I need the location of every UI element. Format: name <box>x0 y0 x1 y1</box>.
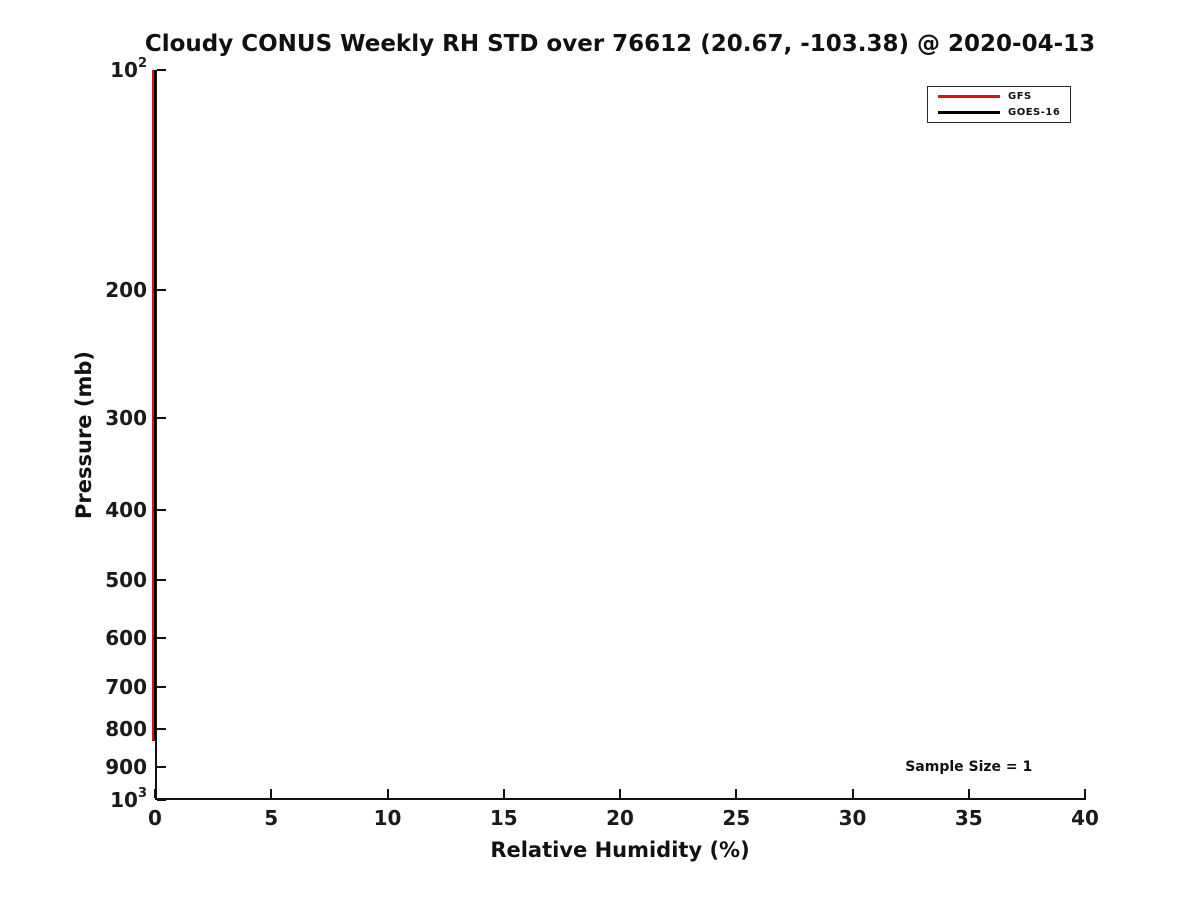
y-tick-mark <box>156 765 166 768</box>
x-tick-label: 25 <box>722 806 751 830</box>
y-tick-mark <box>156 637 166 640</box>
legend-item: GOES-16 <box>938 106 1070 119</box>
legend-item-label: GFS <box>1008 91 1032 102</box>
legend-item: GFS <box>938 90 1070 103</box>
x-axis-label: Relative Humidity (%) <box>490 838 750 862</box>
x-tick-mark <box>735 789 738 798</box>
x-tick-mark <box>270 789 273 798</box>
legend-line-swatch <box>938 95 1000 98</box>
y-tick-label: 700 <box>105 674 147 699</box>
y-tick-label: 300 <box>105 406 147 431</box>
y-tick-label: 102 <box>110 56 147 82</box>
y-tick-mark <box>156 728 166 731</box>
x-tick-label: 5 <box>264 806 279 830</box>
y-tick-label: 400 <box>105 497 147 522</box>
y-tick-mark <box>156 685 166 688</box>
series-line-goes-16 <box>153 70 157 741</box>
chart-title: Cloudy CONUS Weekly RH STD over 76612 (2… <box>144 31 1096 57</box>
x-tick-label: 30 <box>838 806 867 830</box>
y-tick-mark <box>156 508 166 511</box>
x-tick-label: 35 <box>954 806 983 830</box>
sample-size-annotation: Sample Size = 1 <box>905 758 1033 775</box>
y-tick-mark <box>156 288 166 291</box>
x-tick-label: 10 <box>373 806 402 830</box>
y-tick-label: 900 <box>105 754 147 779</box>
y-tick-label: 200 <box>105 277 147 302</box>
legend-item-label: GOES-16 <box>1008 107 1061 118</box>
y-tick-label: 103 <box>110 786 147 812</box>
x-tick-mark <box>619 789 621 798</box>
x-tick-mark <box>386 789 389 798</box>
x-tick-label: 20 <box>606 806 634 830</box>
legend: GFS GOES-16 <box>927 86 1071 123</box>
x-tick-mark <box>154 789 156 798</box>
x-tick-mark <box>851 789 854 798</box>
x-axis-spine <box>154 798 1086 800</box>
y-tick-label: 500 <box>105 568 147 593</box>
y-tick-label: 600 <box>105 626 147 651</box>
legend-line-swatch <box>938 111 1000 114</box>
x-tick-label: 0 <box>148 806 162 830</box>
x-tick-label: 15 <box>489 806 518 830</box>
x-tick-label: 40 <box>1071 806 1099 830</box>
x-tick-mark <box>502 789 505 798</box>
y-tick-label: 800 <box>105 717 147 742</box>
y-axis-label: Pressure (mb) <box>72 351 96 519</box>
x-tick-mark <box>1084 789 1086 798</box>
y-tick-mark <box>156 799 166 801</box>
x-tick-mark <box>967 789 970 798</box>
y-tick-mark <box>156 69 166 71</box>
y-tick-mark <box>156 579 166 582</box>
y-tick-mark <box>156 417 166 420</box>
